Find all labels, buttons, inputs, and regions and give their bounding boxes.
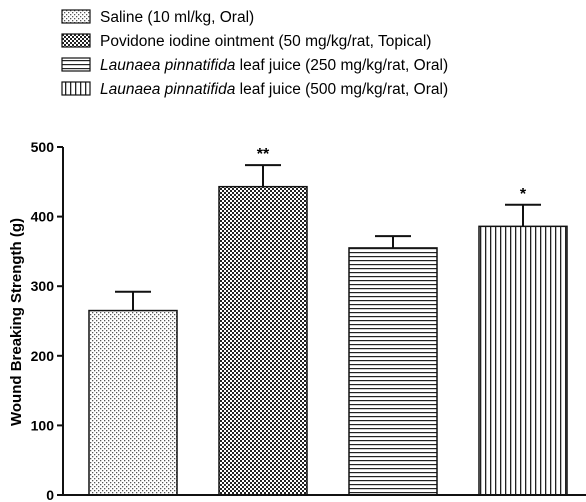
significance-marker: ** bbox=[257, 146, 270, 163]
legend: Saline (10 ml/kg, Oral) Povidone iodine o… bbox=[61, 9, 448, 98]
y-axis-title: Wound Breaking Strength (g) bbox=[8, 218, 25, 426]
legend-label-3: Launaea pinnatifida leaf juice (250 mg/k… bbox=[100, 57, 448, 74]
y-tick-label: 300 bbox=[31, 278, 55, 294]
bar-3 bbox=[348, 247, 438, 496]
y-tick-label: 0 bbox=[46, 487, 54, 502]
y-tick-label: 100 bbox=[31, 417, 55, 433]
y-tick-label: 500 bbox=[31, 139, 55, 155]
bar-1 bbox=[88, 309, 178, 496]
legend-label-4: Launaea pinnatifida leaf juice (500 mg/k… bbox=[100, 81, 448, 98]
legend-swatch-1 bbox=[61, 9, 91, 24]
y-tick-label: 400 bbox=[31, 209, 55, 225]
legend-swatch-3 bbox=[61, 57, 91, 72]
bars: *** bbox=[88, 146, 568, 496]
legend-swatch-2 bbox=[61, 33, 91, 48]
legend-label-2: Povidone iodine ointment (50 mg/kg/rat, … bbox=[100, 33, 431, 50]
bar-2 bbox=[218, 185, 308, 496]
significance-marker: * bbox=[520, 186, 527, 203]
legend-label-1: Saline (10 ml/kg, Oral) bbox=[100, 9, 254, 26]
y-axis: 0 100 200 300 400 500 bbox=[31, 139, 64, 502]
bar-4 bbox=[478, 225, 568, 496]
y-tick-label: 200 bbox=[31, 348, 55, 364]
legend-swatch-4 bbox=[61, 81, 91, 96]
